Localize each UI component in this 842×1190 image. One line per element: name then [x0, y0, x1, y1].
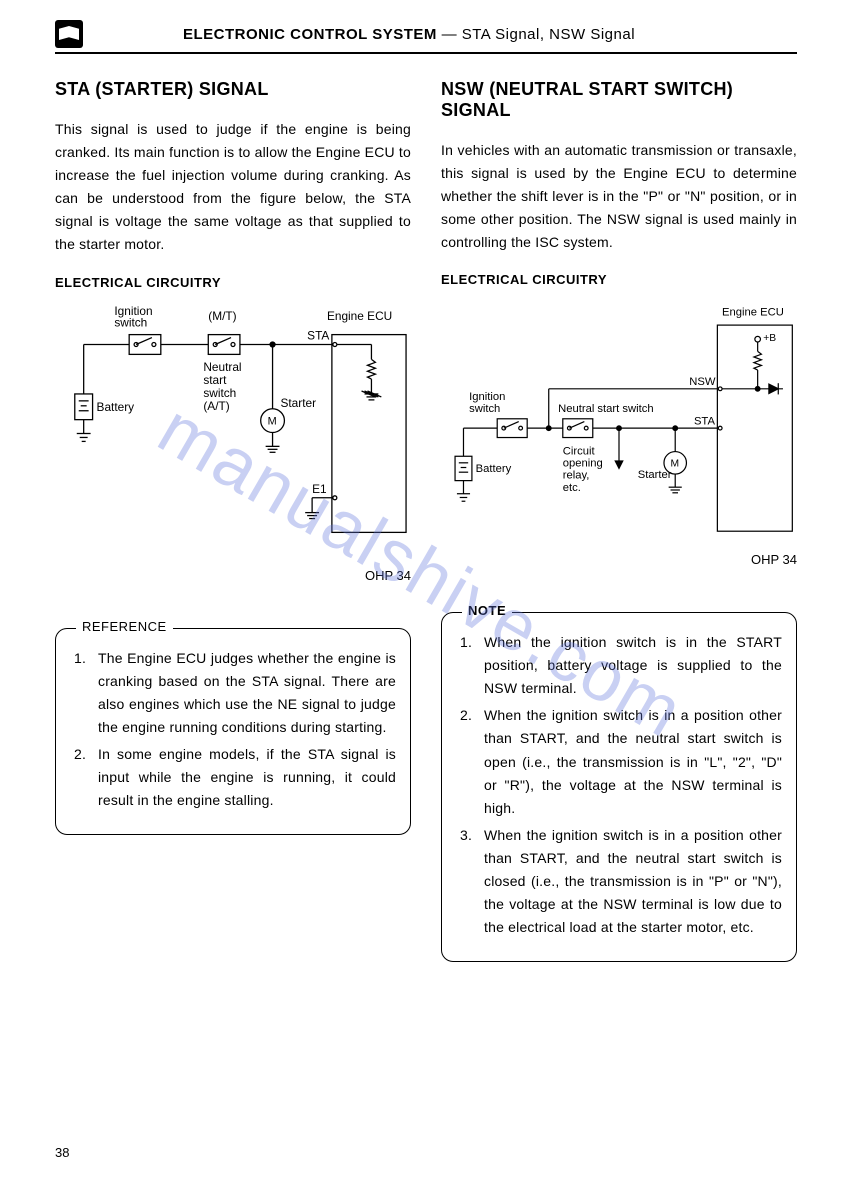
- note-item: When the ignition switch is in a positio…: [456, 824, 782, 939]
- page-header: ELECTRONIC CONTROL SYSTEM — STA Signal, …: [55, 20, 797, 54]
- reference-item: In some engine models, if the STA signal…: [70, 743, 396, 812]
- note-item: When the ignition switch is in a positio…: [456, 704, 782, 819]
- left-section-title: STA (STARTER) SIGNAL: [55, 79, 411, 100]
- note-list: When the ignition switch is in the START…: [456, 631, 782, 939]
- svg-text:Ignition: Ignition: [469, 392, 505, 404]
- svg-text:Starter: Starter: [638, 469, 672, 481]
- svg-text:Starter: Starter: [280, 395, 316, 409]
- content-columns: STA (STARTER) SIGNAL This signal is used…: [55, 79, 797, 962]
- svg-text:M: M: [268, 415, 277, 427]
- header-title: ELECTRONIC CONTROL SYSTEM — STA Signal, …: [183, 26, 635, 43]
- left-paragraph: This signal is used to judge if the engi…: [55, 118, 411, 257]
- right-section-title: NSW (NEUTRAL START SWITCH) SIGNAL: [441, 79, 797, 121]
- right-paragraph: In vehicles with an automatic transmissi…: [441, 139, 797, 254]
- left-subhead: ELECTRICAL CIRCUITRY: [55, 275, 411, 290]
- right-diagram-caption: OHP 34: [441, 552, 797, 567]
- page-number: 38: [55, 1145, 69, 1160]
- book-icon: [55, 20, 83, 48]
- svg-text:Battery: Battery: [97, 399, 135, 413]
- svg-text:STA: STA: [307, 328, 329, 342]
- right-circuit-diagram: Engine ECU +B NSW STA Ignition switch Ne…: [441, 297, 797, 544]
- svg-text:switch: switch: [469, 404, 500, 416]
- svg-text:(M/T): (M/T): [208, 308, 236, 322]
- right-column: NSW (NEUTRAL START SWITCH) SIGNAL In veh…: [441, 79, 797, 962]
- left-circuit-diagram: Ignition switch (M/T) Engine ECU STA Neu…: [55, 300, 411, 560]
- reference-item: The Engine ECU judges whether the engine…: [70, 647, 396, 739]
- right-subhead: ELECTRICAL CIRCUITRY: [441, 272, 797, 287]
- note-title: NOTE: [462, 603, 512, 618]
- svg-text:M: M: [671, 459, 680, 470]
- note-item: When the ignition switch is in the START…: [456, 631, 782, 700]
- svg-text:Circuit: Circuit: [563, 446, 596, 458]
- svg-text:(A/T): (A/T): [203, 398, 229, 412]
- reference-list: The Engine ECU judges whether the engine…: [70, 647, 396, 813]
- svg-text:Engine ECU: Engine ECU: [722, 307, 784, 319]
- svg-text:Battery: Battery: [476, 464, 512, 476]
- note-box: NOTE When the ignition switch is in the …: [441, 612, 797, 962]
- reference-box: REFERENCE The Engine ECU judges whether …: [55, 628, 411, 836]
- header-title-bold: ELECTRONIC CONTROL SYSTEM: [183, 26, 437, 43]
- svg-text:NSW: NSW: [689, 377, 716, 389]
- svg-text:Engine ECU: Engine ECU: [327, 308, 392, 322]
- nsw-circuit-svg: Engine ECU +B NSW STA Ignition switch Ne…: [441, 297, 797, 541]
- svg-text:STA: STA: [694, 416, 716, 428]
- left-diagram-caption: OHP 34: [55, 568, 411, 583]
- sta-circuit-svg: Ignition switch (M/T) Engine ECU STA Neu…: [55, 300, 411, 557]
- left-column: STA (STARTER) SIGNAL This signal is used…: [55, 79, 411, 962]
- header-title-rest: — STA Signal, NSW Signal: [437, 26, 635, 43]
- svg-text:etc.: etc.: [563, 482, 581, 494]
- svg-text:E1: E1: [312, 481, 327, 495]
- reference-title: REFERENCE: [76, 619, 173, 634]
- svg-text:relay,: relay,: [563, 470, 590, 482]
- svg-text:opening: opening: [563, 458, 603, 470]
- svg-text:switch: switch: [114, 315, 147, 329]
- svg-text:+B: +B: [763, 334, 776, 345]
- svg-text:Neutral start switch: Neutral start switch: [558, 404, 654, 416]
